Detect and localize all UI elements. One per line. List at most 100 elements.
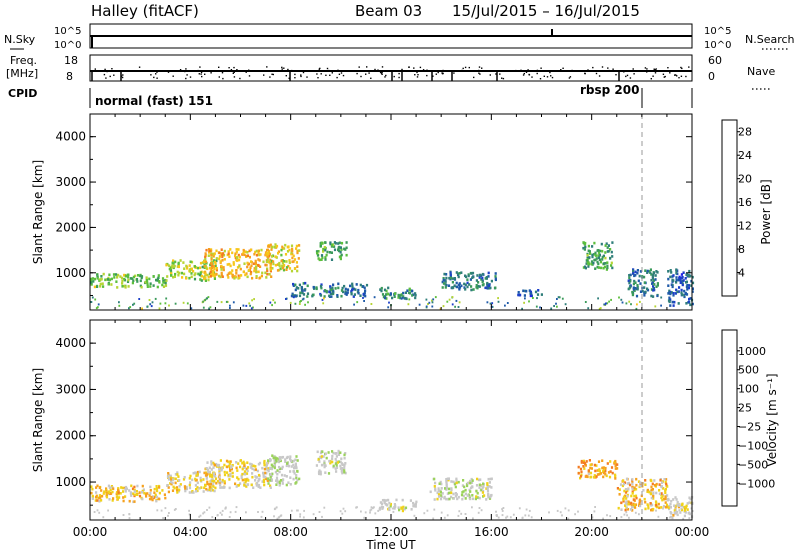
power-cell	[210, 260, 213, 264]
power-cell	[260, 274, 263, 278]
nave-dot	[356, 72, 358, 75]
power-cell	[204, 279, 207, 282]
nave-dot	[501, 77, 503, 79]
velocity-cell	[136, 484, 139, 488]
velocity-cell	[604, 469, 607, 473]
nave-dot	[523, 72, 525, 75]
velocity-cell	[441, 492, 444, 495]
velocity-ground-cell	[433, 508, 436, 511]
velocity-ground-cell	[257, 511, 259, 513]
power-ground-cell	[202, 306, 205, 309]
nave-dot	[645, 70, 647, 72]
power-cell	[243, 262, 246, 265]
nave-dot	[230, 69, 233, 71]
power-cell	[178, 271, 181, 275]
power-ground-cell	[497, 297, 499, 300]
power-cell	[280, 253, 283, 257]
power-cell	[269, 269, 272, 273]
velocity-cell	[267, 469, 270, 473]
power-cell	[297, 287, 300, 290]
power-cell	[210, 253, 213, 257]
velocity-cell	[273, 463, 276, 467]
nave-dot	[381, 71, 383, 74]
velocity-cell	[385, 499, 388, 502]
velocity-cell	[452, 497, 455, 500]
power-cell	[186, 267, 189, 270]
velocity-cell	[438, 482, 441, 485]
velocity-cell	[200, 486, 203, 489]
velocity-cell	[387, 498, 390, 502]
power-cell	[290, 294, 293, 298]
power-cell	[484, 286, 487, 290]
velocity-cell	[98, 500, 101, 503]
velocity-cell	[429, 490, 432, 494]
velocity-cell	[433, 498, 436, 501]
velocity-cell	[206, 480, 209, 484]
velocity-cell	[384, 502, 387, 506]
velocity-cell	[172, 478, 175, 481]
power-cell	[145, 280, 149, 283]
power-ground-cell	[598, 307, 601, 310]
velocity-cell	[257, 483, 261, 487]
nave-dot	[200, 73, 202, 75]
power-cell	[340, 241, 344, 245]
power-cell	[635, 294, 639, 298]
velocity-cell	[327, 451, 330, 454]
power-cell	[529, 294, 532, 298]
velocity-cell	[284, 458, 287, 461]
power-ground-cell	[272, 299, 275, 302]
velocity-cell	[663, 497, 666, 501]
power-cell	[96, 277, 99, 280]
velocity-cell	[285, 456, 288, 460]
power-cell	[253, 267, 256, 270]
power-cell	[458, 288, 461, 291]
velocity-cell	[448, 487, 451, 491]
power-ground-cell	[608, 300, 610, 303]
velocity-ground-cell	[625, 511, 628, 514]
velocity-yticklabel: 3000	[55, 382, 86, 396]
power-ground-cell	[353, 303, 355, 306]
velocity-cell	[674, 496, 677, 499]
nave-dot	[317, 77, 319, 79]
velocity-cell	[665, 478, 668, 481]
power-cell	[204, 276, 207, 280]
velocity-ground-cell	[234, 510, 237, 513]
nave-dot	[623, 71, 625, 73]
velocity-cell	[188, 491, 191, 494]
velocity-cell	[132, 500, 135, 504]
velocity-cell	[141, 497, 144, 501]
nave-label: Nave	[747, 65, 775, 78]
power-cell	[212, 270, 215, 273]
velocity-cell	[262, 473, 265, 476]
velocity-cell	[265, 471, 268, 475]
nave-dot	[329, 74, 331, 76]
velocity-cell	[205, 471, 208, 474]
velocity-cell	[452, 492, 455, 496]
nave-dot	[654, 72, 657, 74]
velocity-cell	[672, 514, 675, 517]
station-title: Halley (fitACF)	[91, 2, 199, 20]
power-cell	[593, 253, 597, 256]
power-cell	[685, 293, 689, 296]
velocity-colorbar-ticklabel: −25	[738, 421, 761, 434]
velocity-cell	[207, 470, 210, 474]
power-cell	[523, 294, 526, 297]
power-cell	[291, 260, 294, 264]
power-cell	[213, 252, 216, 255]
velocity-cell	[265, 465, 268, 469]
velocity-cell	[655, 504, 658, 507]
power-cell	[238, 255, 241, 259]
velocity-cell	[652, 497, 655, 500]
velocity-cell	[609, 460, 612, 463]
power-cell	[284, 253, 288, 256]
velocity-cell	[242, 466, 245, 469]
velocity-ground-cell	[691, 510, 694, 513]
power-cell	[209, 270, 212, 274]
power-cell	[254, 261, 257, 265]
velocity-ground-cell	[591, 516, 594, 519]
velocity-ground-cell	[606, 514, 608, 517]
velocity-cell	[91, 487, 94, 491]
power-cell	[346, 291, 349, 295]
power-cell	[633, 289, 636, 292]
